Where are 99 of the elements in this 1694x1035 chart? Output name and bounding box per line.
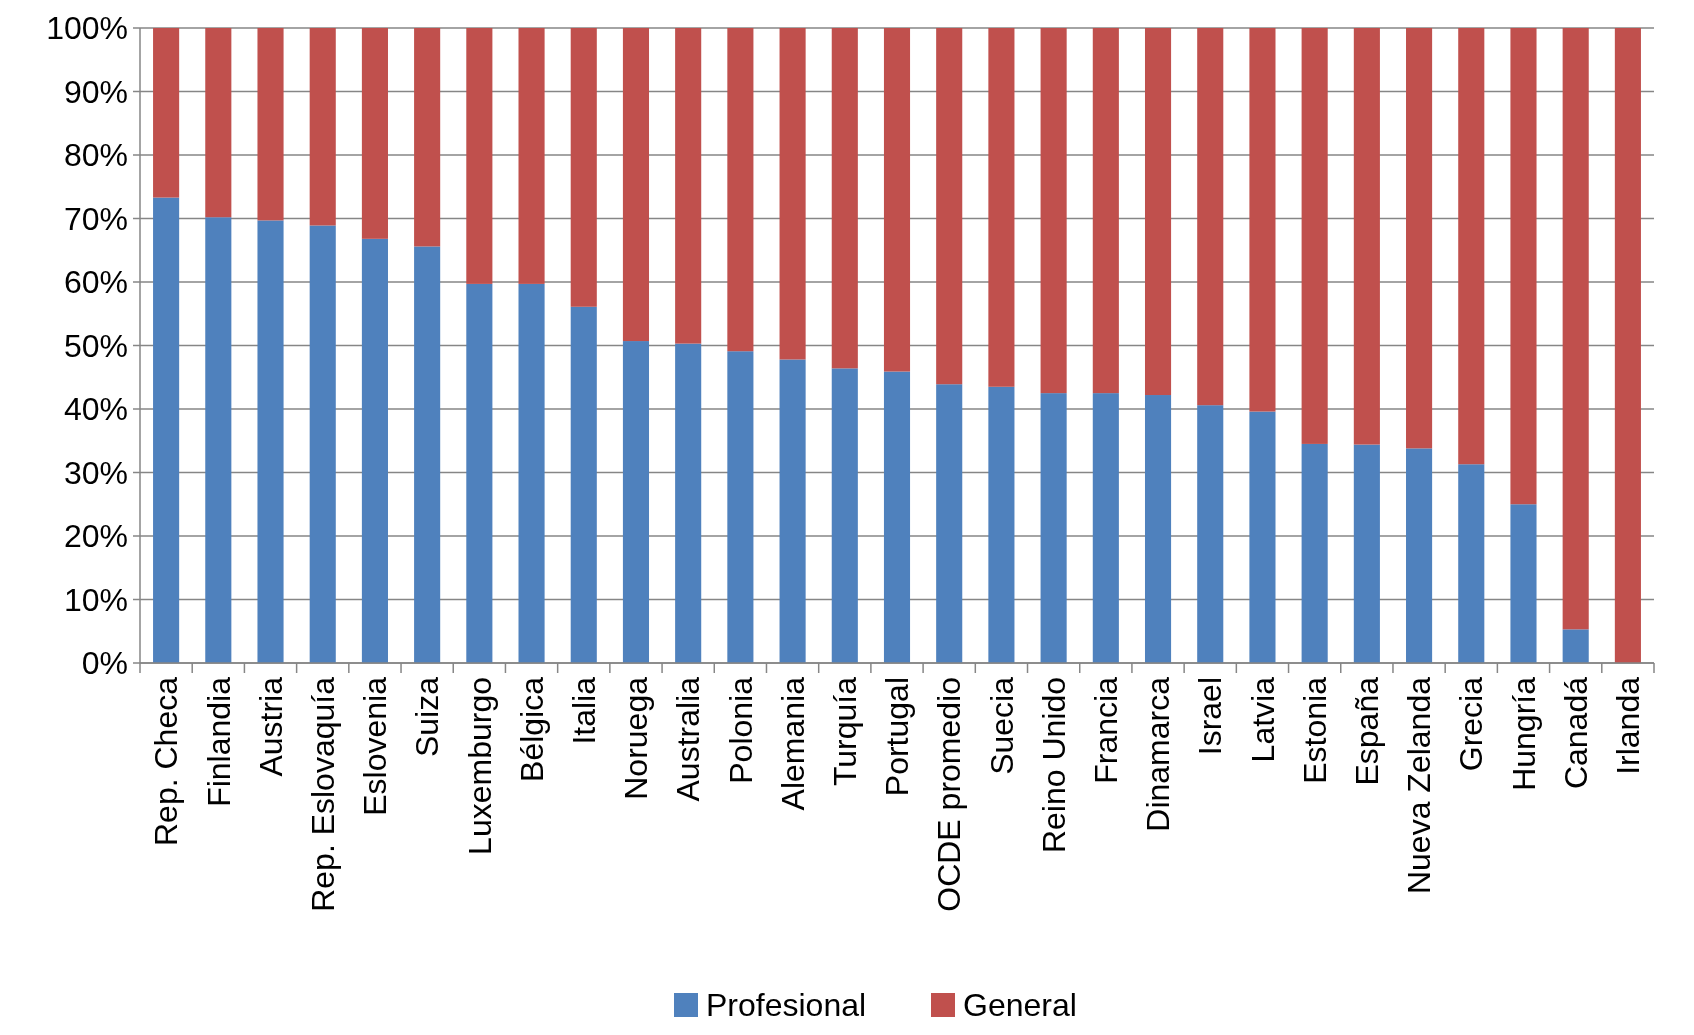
- bar: [1353, 444, 1380, 663]
- y-tick-label: 10%: [63, 581, 128, 618]
- x-tick-label: Suiza: [409, 676, 446, 758]
- y-tick-label: 40%: [63, 391, 128, 428]
- x-tick-label: España: [1349, 676, 1386, 786]
- x-tick-label: Turquía: [826, 676, 863, 787]
- bar: [309, 225, 336, 663]
- bar: [1510, 28, 1537, 505]
- bar: [361, 28, 388, 239]
- y-tick-label: 90%: [63, 73, 128, 110]
- x-tick-label: Suecia: [983, 676, 1020, 775]
- bar: [570, 306, 597, 663]
- bar: [883, 371, 911, 663]
- bar: [831, 28, 858, 369]
- y-tick-label: 100%: [46, 10, 128, 47]
- x-tick-label: Luxemburgo: [461, 677, 498, 855]
- bar: [883, 28, 911, 372]
- bar: [1614, 28, 1641, 663]
- bar: [936, 28, 963, 385]
- y-tick-label: 80%: [63, 137, 128, 174]
- bar: [1197, 405, 1224, 663]
- y-tick-label: 20%: [63, 518, 128, 555]
- x-tick-label: Hungría: [1505, 676, 1542, 791]
- bar: [257, 28, 284, 221]
- bar: [1458, 464, 1485, 663]
- x-tick-label: Bélgica: [513, 676, 550, 782]
- x-tick-label: Nueva Zelanda: [1401, 676, 1438, 895]
- bar: [518, 283, 545, 663]
- y-tick-label: 50%: [63, 327, 128, 364]
- bar: [414, 28, 441, 247]
- x-tick-label: Estonia: [1296, 676, 1333, 784]
- x-tick-label: Noruega: [618, 676, 655, 800]
- bar: [1562, 28, 1589, 630]
- y-tick-label: 70%: [63, 200, 128, 237]
- bar: [988, 386, 1015, 663]
- bar: [727, 28, 754, 352]
- legend-label: General: [963, 987, 1077, 1023]
- x-tick-label: Austria: [252, 676, 289, 777]
- x-tick-label: Francia: [1088, 676, 1125, 784]
- x-tick-label: Finlandia: [200, 676, 237, 807]
- bar: [727, 351, 754, 663]
- x-tick-label: Eslovenia: [357, 676, 394, 816]
- bar: [153, 197, 180, 663]
- x-tick-label: Portugal: [879, 677, 916, 797]
- bar: [570, 28, 597, 307]
- bar: [1092, 28, 1119, 394]
- bar: [1353, 28, 1380, 445]
- x-tick-label: OCDE promedio: [931, 677, 968, 912]
- bar: [1144, 395, 1172, 663]
- x-tick-label: Rep. Checa: [148, 676, 185, 846]
- bar: [257, 220, 284, 663]
- bar: [1301, 28, 1328, 444]
- bar: [466, 283, 493, 663]
- bar: [936, 384, 963, 663]
- bar: [1406, 448, 1433, 663]
- bar: [675, 28, 702, 344]
- x-tick-label: Reino Unido: [1035, 677, 1072, 854]
- x-tick-label: Rep. Eslovaquía: [304, 676, 341, 912]
- x-tick-label: Alemania: [774, 676, 811, 811]
- bar: [1197, 28, 1224, 406]
- bar: [309, 28, 336, 226]
- bar: [675, 343, 702, 663]
- bar: [1249, 411, 1276, 663]
- bar: [414, 246, 441, 663]
- bar: [1040, 393, 1067, 663]
- bar: [518, 28, 545, 284]
- y-tick-label: 30%: [63, 454, 128, 491]
- bar: [205, 217, 232, 663]
- bar: [779, 28, 806, 360]
- x-tick-label: Dinamarca: [1140, 676, 1177, 832]
- x-tick-label: Grecia: [1453, 676, 1490, 772]
- bar: [779, 359, 806, 663]
- bar: [361, 238, 388, 663]
- bar: [1249, 28, 1276, 412]
- bar: [831, 368, 858, 663]
- y-tick-label: 0%: [81, 645, 128, 682]
- bar: [988, 28, 1015, 387]
- x-tick-label: Irlanda: [1610, 676, 1647, 775]
- x-tick-label: Australia: [670, 676, 707, 802]
- bar: [1301, 443, 1328, 663]
- legend-label: Profesional: [706, 987, 867, 1023]
- bar: [1092, 393, 1119, 663]
- bar: [1510, 504, 1537, 663]
- y-tick-label: 60%: [63, 264, 128, 301]
- bar: [1458, 28, 1485, 465]
- bar: [1406, 28, 1433, 449]
- bar: [1562, 629, 1589, 663]
- bar: [622, 28, 650, 342]
- bar: [153, 28, 180, 198]
- x-tick-label: Latvia: [1244, 676, 1281, 763]
- bar: [1040, 28, 1067, 394]
- x-tick-label: Israel: [1192, 677, 1229, 756]
- bar: [1144, 28, 1172, 396]
- bar: [466, 28, 493, 284]
- x-tick-label: Italia: [565, 676, 602, 745]
- x-tick-label: Canadá: [1557, 676, 1594, 790]
- x-tick-label: Polonia: [722, 676, 759, 784]
- bar: [622, 341, 650, 663]
- bar: [205, 28, 232, 218]
